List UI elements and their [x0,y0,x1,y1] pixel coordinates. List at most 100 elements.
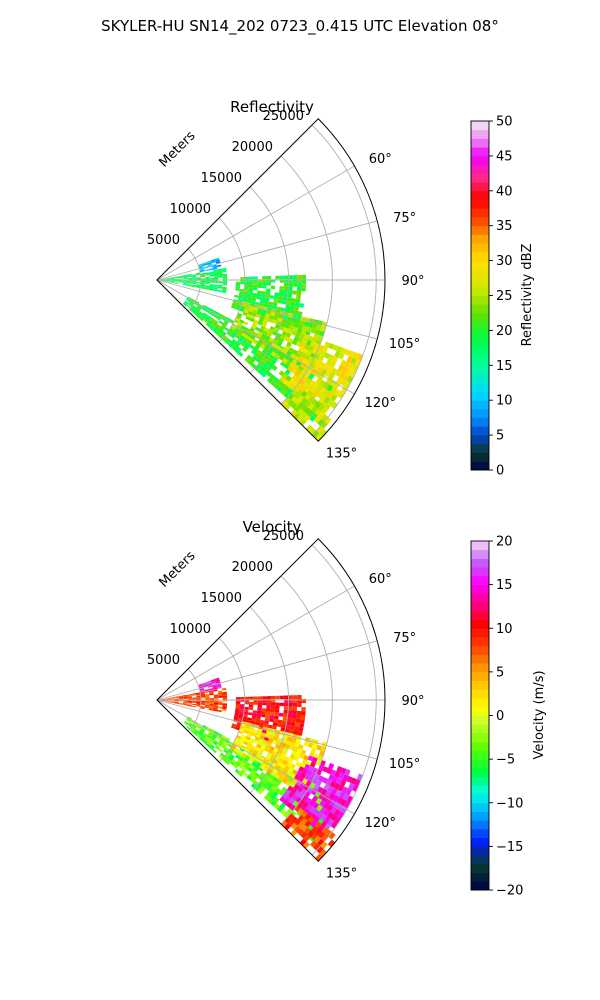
echo-bin [281,723,287,729]
colorbar-label: Reflectivity dBZ [520,244,535,347]
colorbar-step [471,575,489,586]
echo-bin [217,686,222,689]
echo-bin [183,703,188,705]
echo-bin [303,334,310,340]
echo-bin [161,278,166,280]
echo-bin [254,772,260,778]
echo-bin [259,302,265,307]
echo-bin [299,320,305,326]
echo-bin [182,704,188,706]
echo-bin [235,737,241,742]
echo-bin [209,693,214,696]
echo-bin [217,289,222,293]
echo-bin [300,824,308,832]
azimuth-line [156,585,355,701]
echo-bin [343,800,351,809]
echo-bin [280,334,286,340]
echo-bin [230,325,236,331]
echo-bin [210,259,216,262]
echo-bin [222,697,228,700]
echo-bin [265,755,271,761]
azimuth-tick-label: 105° [389,337,420,352]
echo-region [157,267,228,294]
echo-bin [313,415,322,424]
echo-bin [298,379,306,386]
echo-bin [246,752,252,758]
echo-bin [201,314,206,319]
azimuth-tick-label: 120° [365,396,396,411]
echo-bin [165,698,171,700]
echo-bin [259,344,266,350]
echo-bin [174,702,179,705]
echo-bin [225,753,230,759]
echo-bin [187,716,192,720]
echo-bin [245,341,252,347]
echo-bin [246,332,252,338]
echo-bin [257,710,262,714]
echo-bin [267,776,273,783]
colorbar-step [471,129,489,139]
echo-bin [187,701,192,703]
echo-bin [304,393,312,401]
echo-bin [245,724,250,729]
echo-bin [272,302,278,307]
echo-bin [198,264,204,268]
echo-bin [161,280,166,282]
echo-bin [249,764,255,770]
echo-bin [295,318,301,325]
echo-bin [291,339,298,346]
echo-bin [178,695,183,697]
echo-bin [313,364,320,371]
echo-bin [165,277,170,279]
echo-bin [187,284,192,287]
echo-bin [282,735,288,741]
echo-region [198,677,222,693]
echo-bin [183,282,188,285]
echo-bin [269,315,275,320]
echo-bin [292,706,298,711]
echo-bin [322,346,329,353]
echo-bin [291,298,297,303]
colorbar-tick-label: −5 [496,753,515,768]
echo-bin [174,696,179,698]
echo-bin [238,764,244,770]
colorbar-step [471,147,489,157]
echo-bin [242,330,249,336]
echo-bin [239,328,245,333]
colorbar-step [471,260,489,270]
azimuth-line [156,699,378,760]
echo-bin [196,313,202,318]
echo-bin [329,799,337,807]
echo-bin [269,773,275,780]
echo-bin [202,724,208,729]
echo-bin [209,691,214,694]
echo-bin [191,276,197,278]
echo-bin [264,747,270,753]
echo-bin [266,708,271,712]
echo-bin [213,276,219,278]
echo-bin [195,692,201,695]
echo-bin [303,784,310,791]
azimuth-tick-label: 105° [389,757,420,772]
echo-bin [258,328,265,334]
echo-bin [266,705,271,709]
echo-bin [196,698,201,700]
echo-bin [183,277,188,279]
echo-bin [339,791,346,799]
echo-bin [191,305,196,310]
echo-bin [235,761,241,767]
echo-bin [264,733,271,739]
echo-bin [250,315,256,320]
echo-bin [183,276,188,278]
echo-bin [294,818,301,826]
echo-bin [178,281,184,283]
echo-bin [195,734,201,739]
echo-bin [267,304,273,309]
echo-bin [239,711,244,714]
echo-bin [275,695,280,700]
echo-bin [252,710,258,714]
echo-bin [214,730,219,735]
echo-bin [229,319,235,324]
echo-bin [289,377,296,385]
echo-bin [238,295,244,299]
